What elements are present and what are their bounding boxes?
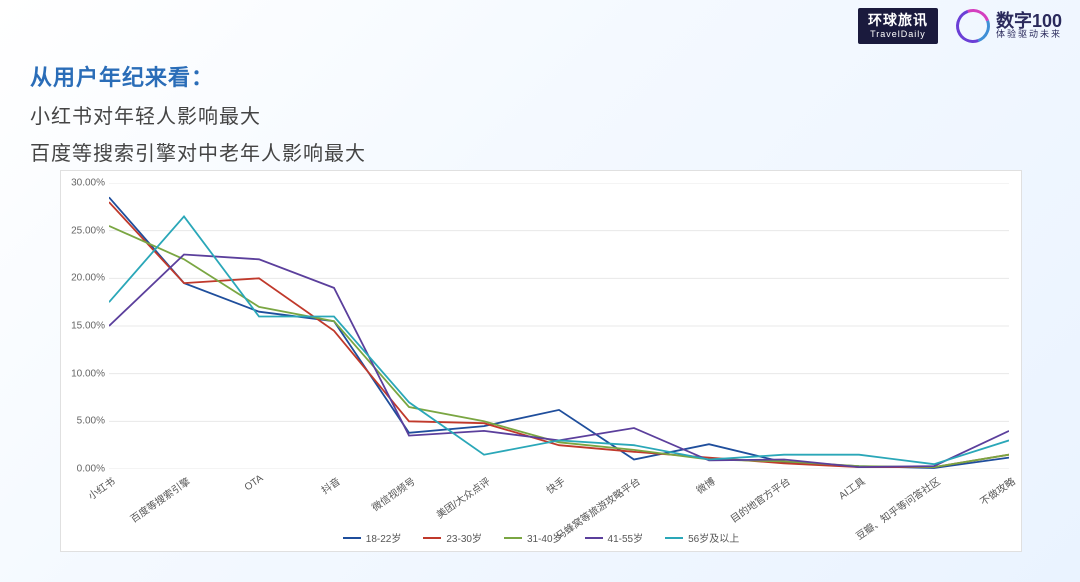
x-tick-label: OTA <box>243 473 266 493</box>
x-tick-label: 百度等搜索引擎 <box>127 473 193 525</box>
legend-item: 31-40岁 <box>504 530 563 545</box>
legend-label: 56岁及以上 <box>688 530 739 545</box>
series-line <box>109 255 1009 468</box>
headline-line3: 百度等搜索引擎对中老年人影响最大 <box>30 137 366 166</box>
headline-line2: 小红书对年轻人影响最大 <box>30 100 366 129</box>
traveldaily-logo-en: TravelDaily <box>868 29 928 40</box>
x-tick-label: 不做攻略 <box>976 473 1017 508</box>
legend-label: 41-55岁 <box>608 530 644 545</box>
traveldaily-logo-cn: 环球旅讯 <box>868 12 928 29</box>
series-line <box>109 202 1009 467</box>
headline-line1: 从用户年纪来看： <box>30 60 366 92</box>
y-tick-label: 30.00% <box>63 178 105 189</box>
y-tick-label: 0.00% <box>63 464 105 475</box>
legend-label: 18-22岁 <box>366 530 402 545</box>
legend-swatch <box>423 537 441 539</box>
swirl-icon <box>950 3 995 48</box>
legend-item: 23-30岁 <box>423 530 482 545</box>
chart-svg <box>109 183 1009 469</box>
legend-swatch <box>665 537 683 539</box>
legend-item: 18-22岁 <box>343 530 402 545</box>
series-line <box>109 197 1009 468</box>
traveldaily-logo: 环球旅讯 TravelDaily <box>858 8 938 44</box>
x-axis-labels: 小红书百度等搜索引擎OTA抖音微信视频号美团/大众点评快手马蜂窝等旅游攻略平台微… <box>109 473 1009 523</box>
logo-bar: 环球旅讯 TravelDaily 数字100 体验驱动未来 <box>858 8 1062 44</box>
y-tick-label: 5.00% <box>63 416 105 427</box>
x-tick-label: 快手 <box>543 473 568 497</box>
y-tick-label: 10.00% <box>63 368 105 379</box>
x-tick-label: 微信视频号 <box>368 473 418 514</box>
x-tick-label: 美团/大众点评 <box>433 473 493 521</box>
series-line <box>109 216 1009 464</box>
line-chart: 0.00%5.00%10.00%15.00%20.00%25.00%30.00%… <box>60 170 1022 552</box>
chart-legend: 18-22岁 23-30岁 31-40岁 41-55岁 56岁及以上 <box>61 530 1021 545</box>
headline-block: 从用户年纪来看： 小红书对年轻人影响最大 百度等搜索引擎对中老年人影响最大 <box>30 60 366 166</box>
digital100-logo-big: 数字100 <box>996 12 1062 30</box>
y-tick-label: 25.00% <box>63 225 105 236</box>
plot-area: 0.00%5.00%10.00%15.00%20.00%25.00%30.00% <box>109 183 1009 469</box>
x-tick-label: 小红书 <box>84 473 117 502</box>
legend-item: 41-55岁 <box>585 530 644 545</box>
legend-swatch <box>585 537 603 539</box>
digital100-logo-small: 体验驱动未来 <box>996 30 1062 39</box>
legend-item: 56岁及以上 <box>665 530 739 545</box>
legend-label: 31-40岁 <box>527 530 563 545</box>
x-tick-label: AI工具 <box>835 473 868 502</box>
legend-swatch <box>504 537 522 539</box>
legend-swatch <box>343 537 361 539</box>
x-tick-label: 目的地官方平台 <box>727 473 793 525</box>
series-line <box>109 226 1009 467</box>
x-tick-label: 微博 <box>693 473 718 497</box>
x-tick-label: 抖音 <box>318 473 343 497</box>
y-tick-label: 15.00% <box>63 321 105 332</box>
y-tick-label: 20.00% <box>63 273 105 284</box>
digital100-logo: 数字100 体验驱动未来 <box>956 9 1062 43</box>
legend-label: 23-30岁 <box>446 530 482 545</box>
